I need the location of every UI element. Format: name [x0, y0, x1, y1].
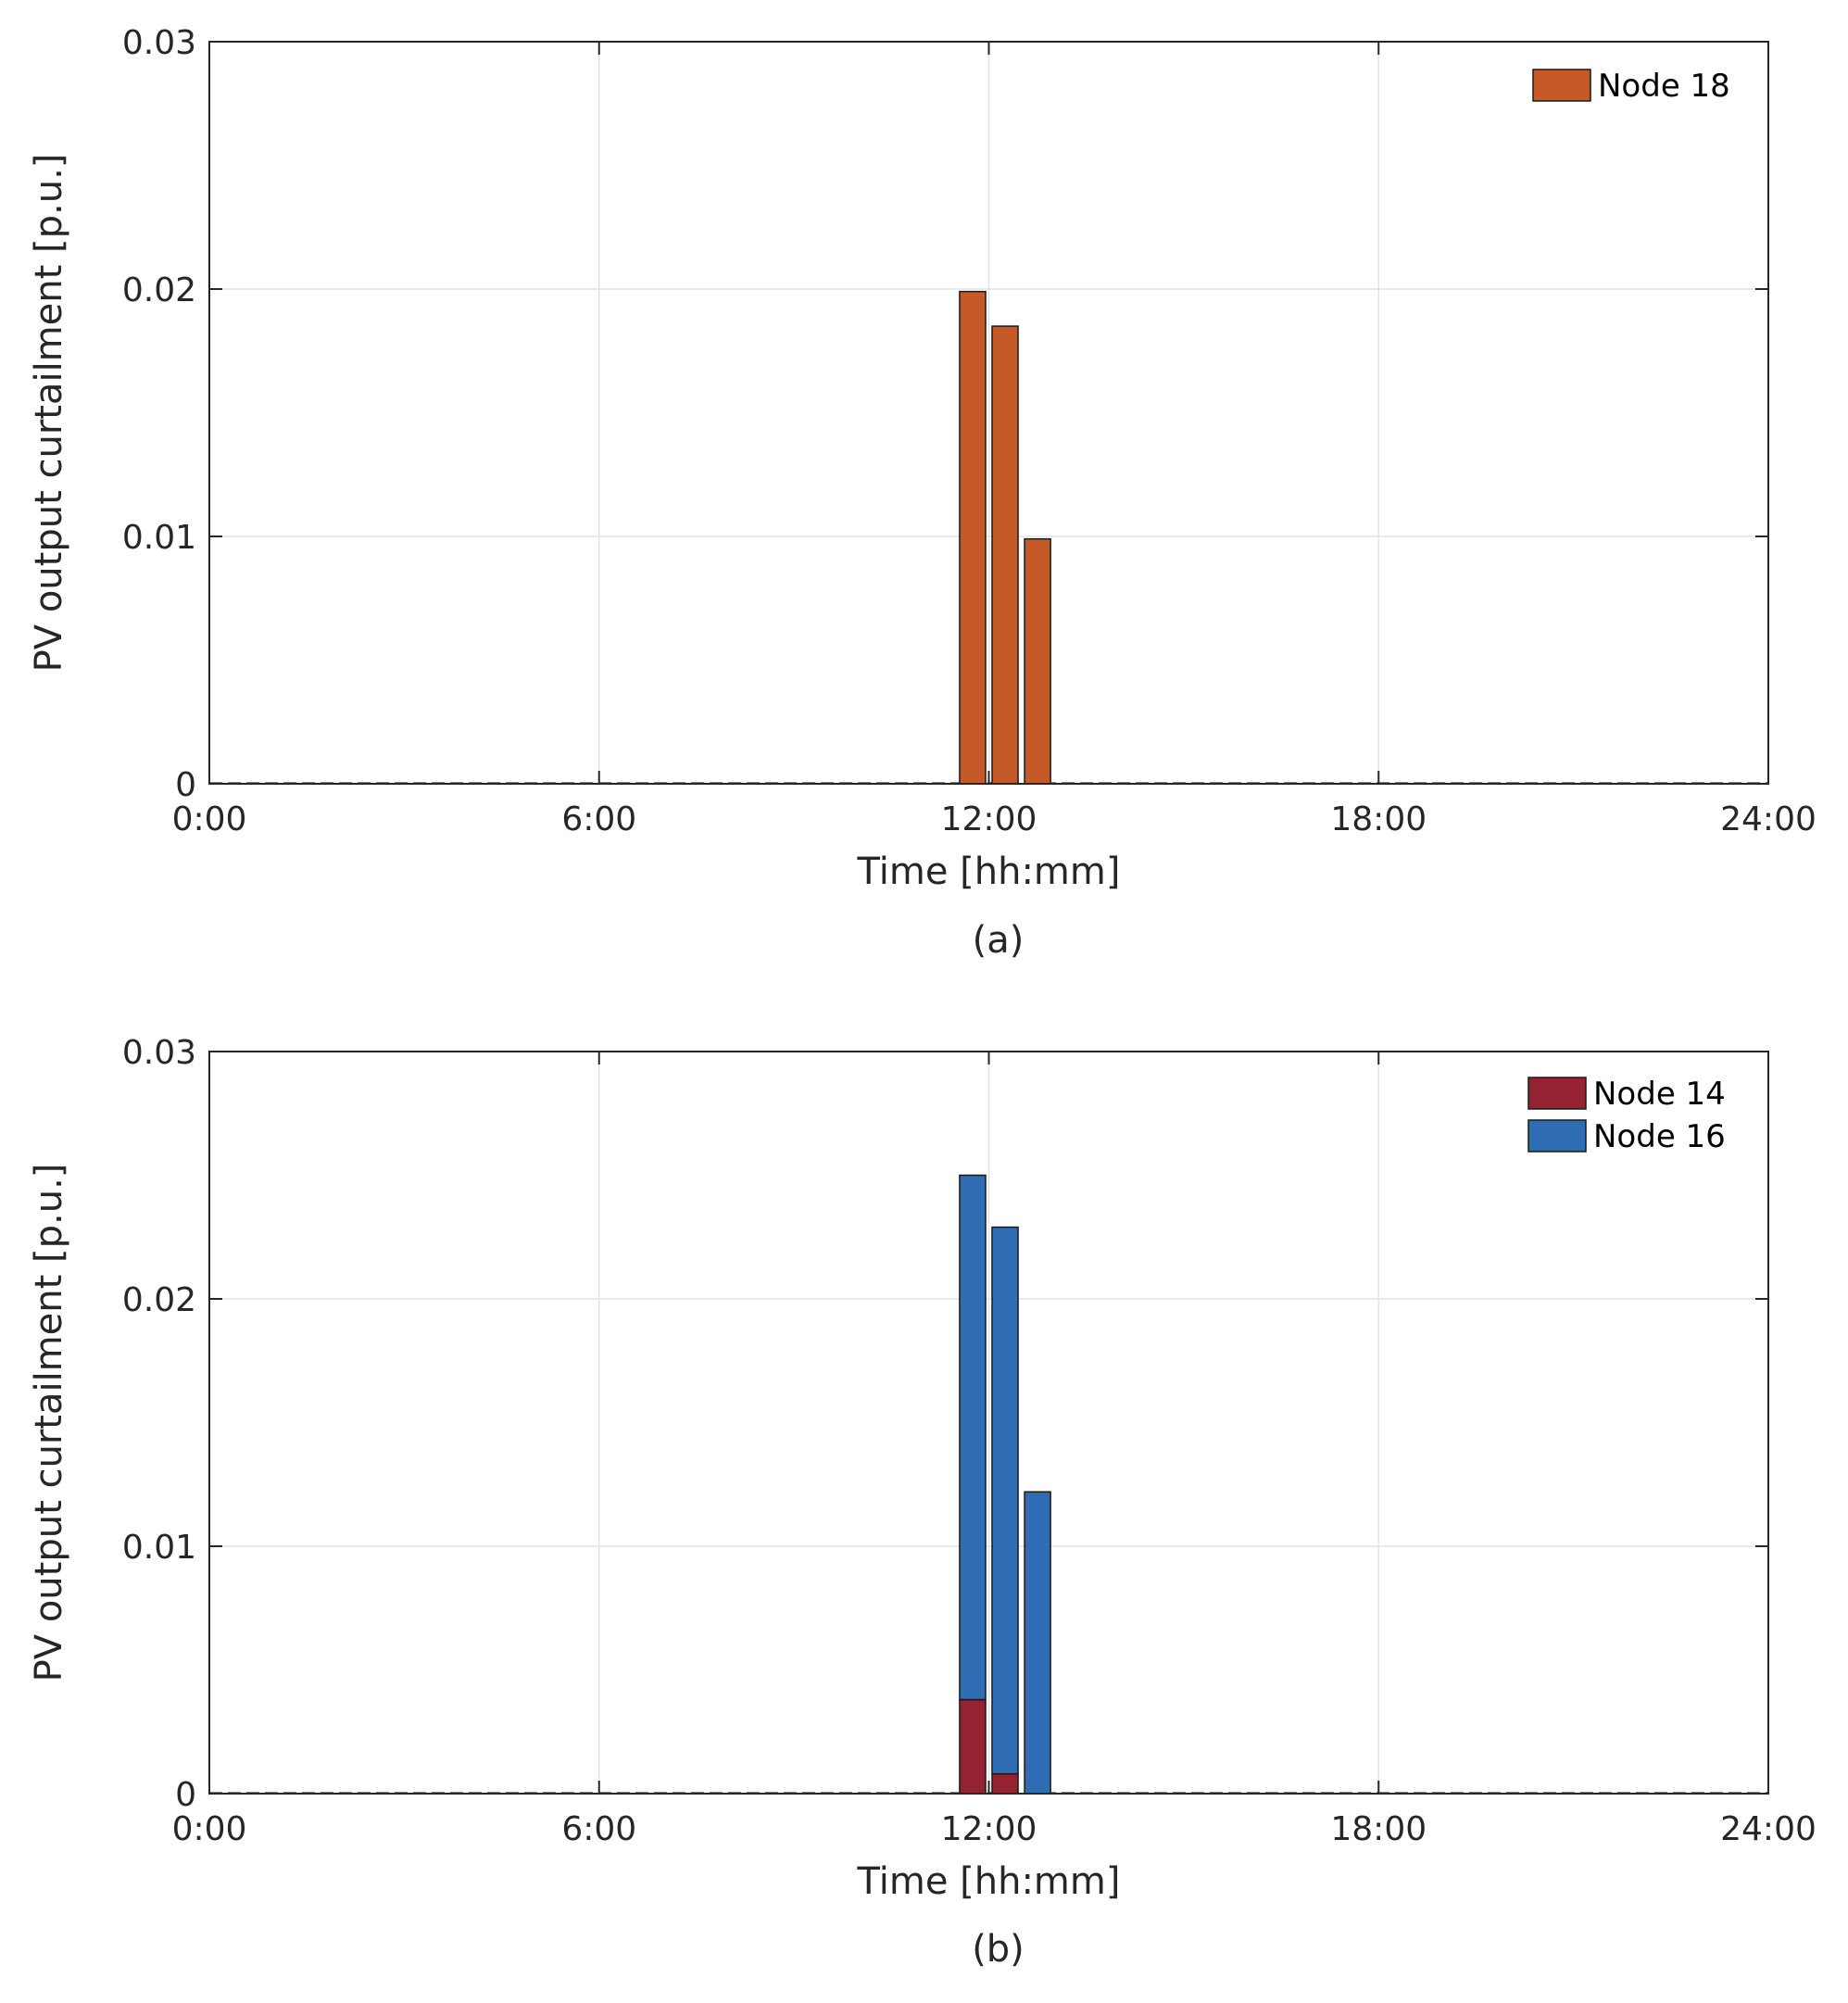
x-tick-label: 24:00 [1720, 1810, 1817, 1848]
legend-swatch-node-14 [1527, 1077, 1587, 1110]
x-tick-label: 0:00 [172, 1810, 247, 1848]
y-tick-label: 0.01 [122, 1529, 196, 1567]
y-tick-label: 0.01 [122, 519, 196, 557]
bar-node-14-1 [959, 1698, 987, 1795]
y-axis-label: PV output curtailment [p.u.] [28, 1164, 70, 1682]
bar-node-16-2 [991, 1226, 1019, 1775]
x-tick-label: 6:00 [561, 800, 636, 838]
chart-panel-a: 0:00 6:00 12:00 18:00 24:00 0 0.01 0.02 0.03 Time… [28, 24, 1817, 962]
x-tick-label: 18:00 [1330, 1810, 1427, 1848]
y-tick-label: 0 [175, 766, 196, 804]
bar-node-18-2 [991, 325, 1019, 785]
bar-node-18-3 [1024, 537, 1051, 785]
x-tick-label: 6:00 [561, 1810, 636, 1848]
bar-node-16-1 [959, 1174, 987, 1701]
legend-label-node-14: Node 14 [1593, 1076, 1726, 1113]
x-tick-label: 0:00 [172, 800, 247, 838]
x-axis-label: Time [hh:mm] [857, 850, 1121, 893]
x-tick-label: 12:00 [941, 800, 1037, 838]
y-tick-label: 0.02 [122, 1281, 196, 1319]
legend-label-node-18: Node 18 [1598, 68, 1730, 105]
legend-label-node-16: Node 16 [1593, 1118, 1726, 1155]
y-tick-label: 0.02 [122, 271, 196, 309]
x-tick-label: 18:00 [1330, 800, 1427, 838]
x-tick-label: 12:00 [941, 1810, 1037, 1848]
y-tick-label: 0 [175, 1776, 196, 1814]
y-tick-label: 0.03 [122, 24, 196, 62]
x-tick-label: 24:00 [1720, 800, 1817, 838]
y-axis-label: PV output curtailment [p.u.] [28, 154, 70, 673]
panel-caption: (a) [973, 919, 1025, 962]
panel-caption: (b) [972, 1928, 1025, 1971]
legend-swatch-node-18 [1532, 69, 1591, 102]
bar-node-14-2 [991, 1772, 1019, 1795]
bar-node-16-3 [1024, 1491, 1051, 1795]
chart-panel-b: 0:00 6:00 12:00 18:00 24:00 0 0.01 0.02 0.03 Time… [28, 1034, 1817, 1971]
bar-node-18-1 [959, 290, 987, 785]
legend-swatch-node-16 [1527, 1119, 1587, 1153]
y-tick-label: 0.03 [122, 1034, 196, 1072]
x-axis-label: Time [hh:mm] [857, 1860, 1121, 1903]
